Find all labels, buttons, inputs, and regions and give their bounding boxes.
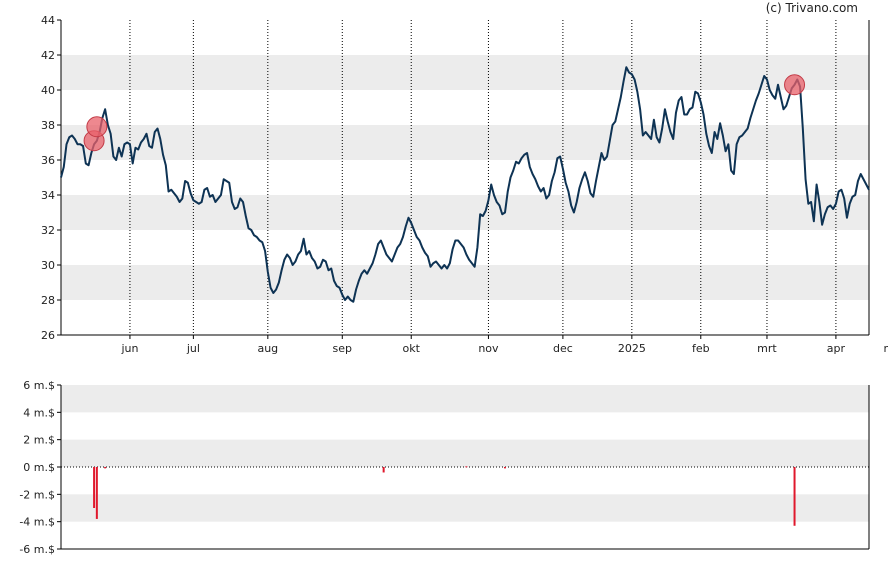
price-x-tick-label: mrt (757, 342, 777, 355)
volume-band (61, 439, 869, 467)
price-y-tick-label: 36 (41, 154, 55, 167)
price-x-tick-label: aug (257, 342, 278, 355)
price-x-tick-label: dec (553, 342, 573, 355)
price-y-tick-label: 28 (41, 294, 55, 307)
price-y-tick-label: 40 (41, 84, 55, 97)
volume-panel: -6 m.$ -4 m.$ -2 m.$ 0 m.$ 2 m.$ 4 m.$ 6 m.$ (19, 379, 870, 556)
volume-y-tick-label: 0 m.$ (23, 461, 55, 474)
price-x-tick-label: mei (884, 342, 888, 355)
trade-marker (86, 116, 108, 138)
trade-marker (784, 74, 806, 96)
volume-bar (93, 467, 96, 508)
volume-y-tick-label: 2 m.$ (23, 434, 55, 447)
volume-y-tick-label: 6 m.$ (23, 379, 55, 392)
price-band (61, 125, 869, 160)
volume-y-tick-label: -4 m.$ (19, 516, 55, 529)
price-y-tick-label: 32 (41, 224, 55, 237)
price-panel: 26 28 30 32 34 36 38 40 42 44 jun jul aug sep okt nov de… (41, 14, 888, 355)
price-y-tick-label: 26 (41, 329, 55, 342)
volume-band (61, 385, 869, 413)
volume-bar (104, 467, 107, 469)
price-band (61, 265, 869, 300)
volume-bar (465, 466, 468, 468)
price-y-tick-label: 34 (41, 189, 55, 202)
volume-y-tick-label: -6 m.$ (19, 543, 55, 556)
volume-bar (793, 467, 796, 526)
price-x-tick-label: feb (692, 342, 710, 355)
volume-band (61, 494, 869, 522)
price-y-tick-label: 30 (41, 259, 55, 272)
price-y-tick-label: 44 (41, 14, 55, 27)
price-y-tick-label: 38 (41, 119, 55, 132)
price-band (61, 55, 869, 90)
credit-label: (c) Trivano.com (765, 1, 858, 15)
price-series-line (60, 66, 870, 303)
volume-bar (95, 467, 98, 519)
volume-bar (503, 467, 506, 469)
price-y-tick-label: 42 (41, 49, 55, 62)
price-x-tick-label: 2025 (618, 342, 646, 355)
price-x-tick-label: sep (333, 342, 352, 355)
price-x-tick-label: okt (403, 342, 421, 355)
price-x-tick-label: nov (478, 342, 499, 355)
volume-y-tick-label: -2 m.$ (19, 488, 55, 501)
price-x-tick-label: jul (186, 342, 200, 355)
volume-bar (382, 467, 385, 473)
volume-y-tick-label: 4 m.$ (23, 406, 55, 419)
price-x-tick-label: apr (827, 342, 846, 355)
price-x-tick-label: jun (120, 342, 138, 355)
